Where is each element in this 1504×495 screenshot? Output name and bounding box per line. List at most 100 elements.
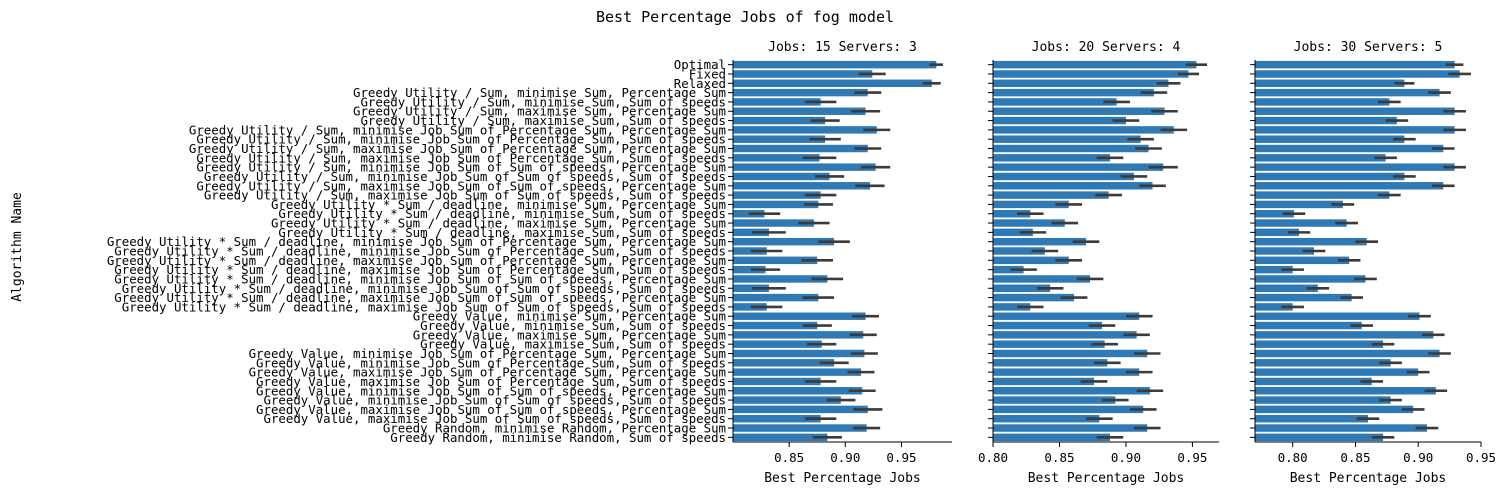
x-tick-label: 0.85 <box>1044 450 1074 465</box>
bar <box>733 303 767 311</box>
y-tick-label: Relaxed <box>674 76 726 91</box>
bar <box>733 387 863 395</box>
bar <box>733 88 868 97</box>
bar <box>1255 377 1372 386</box>
bar <box>733 349 865 358</box>
y-axis-label: Algorithm Name <box>10 192 25 302</box>
y-tick-label: Greedy Utility * Sum / deadline, minimis… <box>278 206 726 221</box>
bar <box>993 293 1075 302</box>
bar <box>733 116 826 125</box>
bar <box>993 210 1031 218</box>
bar <box>1255 396 1391 404</box>
bar <box>993 331 1137 339</box>
bar <box>993 79 1169 88</box>
y-tick-label: Greedy Value, maximise Job Sum of Percen… <box>256 374 726 389</box>
y-tick-label: Greedy Utility * Sum / deadline, maximis… <box>107 253 726 268</box>
bar <box>993 135 1141 143</box>
bar <box>733 135 826 143</box>
bar <box>1255 228 1299 237</box>
bar <box>1255 359 1391 367</box>
bar <box>1255 247 1315 255</box>
bar <box>993 116 1126 125</box>
bar <box>993 405 1144 414</box>
bar <box>993 200 1069 209</box>
bar <box>993 359 1108 367</box>
bar <box>733 256 818 265</box>
bar <box>993 303 1031 311</box>
bar <box>733 340 822 348</box>
bar <box>733 237 835 246</box>
bar <box>993 88 1154 97</box>
x-tick-label: 0.95 <box>1177 450 1207 465</box>
bar <box>733 172 830 181</box>
bar <box>733 200 819 209</box>
bar <box>733 424 867 432</box>
bar <box>733 359 835 367</box>
bar <box>733 275 828 283</box>
y-tick-label: Greedy Value, minimise Job Sum of Sum of… <box>263 393 726 408</box>
x-tick-label: 0.90 <box>830 450 860 465</box>
bar <box>993 154 1110 162</box>
y-tick-label: Greedy Utility * Sum / deadline, maximis… <box>114 262 726 277</box>
y-tick-label: Greedy Utility * Sum / deadline, maximis… <box>278 225 726 240</box>
bar <box>993 98 1117 106</box>
chart-title: Best Percentage Jobs of fog model <box>596 8 894 26</box>
bar <box>993 182 1153 190</box>
bar <box>1255 340 1384 348</box>
bar <box>1255 191 1390 199</box>
x-tick-label: 0.85 <box>1340 450 1370 465</box>
y-tick-label: Greedy Utility * Sum / deadline, minimis… <box>271 197 726 212</box>
bar <box>1255 237 1367 246</box>
x-axis-label: Best Percentage Jobs <box>1290 471 1447 486</box>
bar <box>993 191 1109 199</box>
y-tick-label: Greedy Utility / Sum, minimise Job Sum o… <box>189 122 726 137</box>
bar <box>1255 265 1293 274</box>
bar <box>1255 135 1405 143</box>
y-tick-label: Greedy Value, maximise Sum, Sum of speed… <box>420 337 726 352</box>
bar <box>733 60 937 69</box>
bar <box>1255 331 1434 339</box>
bar <box>1255 154 1386 162</box>
y-tick-label: Greedy Utility / Sum, maximise Job Sum o… <box>196 150 726 165</box>
bar <box>993 163 1164 171</box>
panel-title: Jobs: 15 Servers: 3 <box>768 40 917 55</box>
chart-panels: 0.85 0.90 0.95 Jobs: 15 Servers: 3 Best Perc… <box>728 40 1496 486</box>
bar <box>1255 182 1444 190</box>
bar <box>1255 60 1455 69</box>
y-tick-label: Greedy Utility / Sum, maximise Job Sum o… <box>204 188 726 203</box>
bar <box>1255 172 1405 181</box>
y-tick-label: Greedy Utility / Sum, maximise Job Sum o… <box>189 141 726 156</box>
y-tick-label: Greedy Value, maximise Job Sum of Percen… <box>249 365 726 380</box>
bar <box>993 107 1165 115</box>
x-tick-label: 0.90 <box>1111 450 1141 465</box>
y-tick-label: Greedy Random, minimise Random, Sum of s… <box>390 430 726 445</box>
bar <box>733 265 766 274</box>
bar <box>993 387 1150 395</box>
bar <box>993 219 1065 227</box>
bar <box>1255 200 1343 209</box>
x-tick-label: 0.80 <box>1278 450 1308 465</box>
bar <box>993 228 1033 237</box>
bar <box>1255 126 1455 134</box>
bar <box>733 368 862 376</box>
bar <box>1255 163 1455 171</box>
y-tick-label: Greedy Value, minimise Sum, Sum of speed… <box>420 318 726 333</box>
bar <box>733 70 873 78</box>
y-tick-label: Greedy Value, maximise Job Sum of Sum of… <box>263 411 726 426</box>
bar <box>993 247 1045 255</box>
bar <box>1255 116 1397 125</box>
y-tick-label: Greedy Utility * Sum / deadline, maximis… <box>122 299 726 314</box>
bar <box>733 219 814 227</box>
y-tick-label: Greedy Utility * Sum / deadline, maximis… <box>114 290 726 305</box>
bar <box>1255 405 1414 414</box>
panel-title: Jobs: 30 Servers: 5 <box>1294 40 1443 55</box>
bar <box>733 396 841 404</box>
bar <box>1255 387 1436 395</box>
y-tick-label: Greedy Utility * Sum / deadline, minimis… <box>122 281 726 296</box>
x-tick-label: 0.80 <box>978 450 1008 465</box>
panel-title: Jobs: 20 Servers: 4 <box>1032 40 1181 55</box>
y-tick-label: Greedy Value, minimise Job Sum of Sum of… <box>256 383 726 398</box>
bar <box>1255 79 1405 88</box>
bar <box>993 377 1095 386</box>
